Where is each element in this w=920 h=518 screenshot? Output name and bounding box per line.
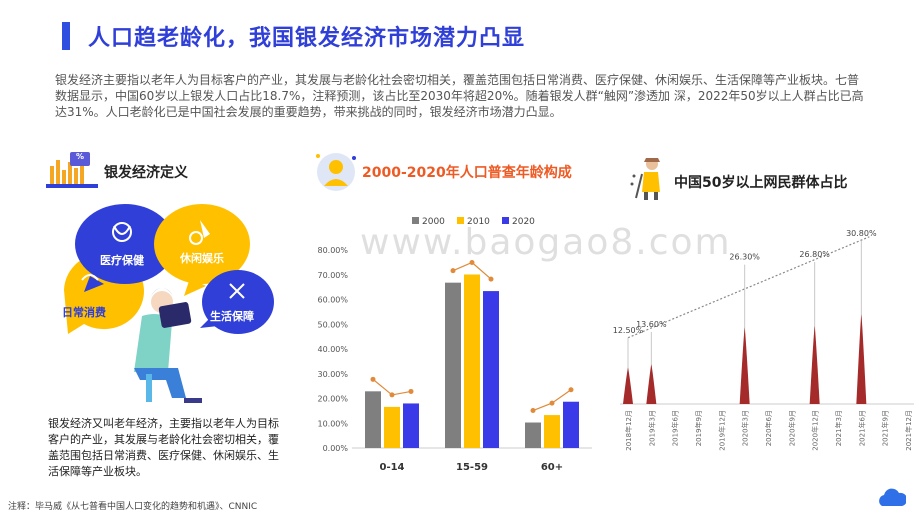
data-label: 30.80%	[846, 229, 877, 238]
data-label: 12.50%	[613, 326, 644, 335]
x-tick-label: 2019年9月	[694, 410, 703, 446]
intro-paragraph: 银发经济主要指以老年人为目标客户的产业，其发展与老龄化社会密切相关，覆盖范围包括…	[55, 73, 864, 119]
bar	[544, 415, 560, 448]
trend-point	[408, 388, 414, 394]
bar	[403, 403, 419, 448]
legend-swatch	[502, 217, 509, 224]
legend-label: 2020	[512, 217, 535, 227]
silver-economy-illustration	[64, 204, 274, 403]
x-tick-label: 2018年12月	[624, 410, 633, 451]
y-tick-label: 40.00%	[317, 345, 348, 354]
trend-point	[549, 400, 555, 406]
spike	[623, 367, 633, 404]
bar	[365, 391, 381, 448]
category-label: 15-59	[456, 462, 488, 473]
trend-point	[370, 376, 376, 382]
cloud-logo-icon	[879, 488, 906, 506]
x-tick-label: 2021年6月	[857, 410, 866, 446]
elderly-person-icon	[630, 158, 660, 200]
y-tick-label: 20.00%	[317, 395, 348, 404]
y-tick-label: 80.00%	[317, 246, 348, 255]
left-section-title: 银发经济定义	[104, 165, 188, 181]
trend-point	[530, 408, 536, 414]
x-tick-label: 2020年9月	[787, 410, 796, 446]
legend-label: 2000	[422, 217, 445, 227]
category-label: 60+	[541, 462, 563, 473]
legend-swatch	[457, 217, 464, 224]
trend-point	[568, 387, 574, 393]
y-tick-label: 0.00%	[323, 444, 349, 453]
x-tick-label: 2019年3月	[647, 410, 656, 446]
bar	[483, 291, 499, 448]
x-tick-label: 2020年12月	[811, 410, 820, 451]
bubble-medical: 医疗保健	[100, 254, 144, 267]
bubble-leisure: 休闲娱乐	[180, 252, 224, 265]
y-tick-label: 70.00%	[317, 271, 348, 280]
y-tick-label: 30.00%	[317, 370, 348, 379]
x-tick-label: 2021年3月	[834, 410, 843, 446]
age-structure-bar-chart: 2000 2010 2020 0.00% 10.00% 20.00% 30.00% 40.00…	[317, 217, 592, 473]
percent-badge: %	[75, 152, 84, 161]
footnote: 注释：毕马威《从七普看中国人口变化的趋势和机遇》、CNNIC	[8, 502, 258, 512]
bar	[464, 274, 480, 448]
x-tick-label: 2021年12月	[904, 410, 913, 451]
bubble-security: 生活保障	[210, 310, 254, 323]
spike	[646, 364, 657, 404]
trend-point	[389, 392, 395, 398]
x-tick-label: 2020年6月	[764, 410, 773, 446]
legend-swatch	[412, 217, 419, 224]
spike	[856, 314, 867, 404]
category-label: 0-14	[379, 462, 404, 473]
chart-bars-icon	[46, 152, 98, 188]
person-avatar-icon	[316, 153, 356, 191]
bar	[384, 406, 400, 448]
bar	[525, 422, 541, 448]
bubble-consumption: 日常消费	[62, 306, 106, 319]
watermark: www.baogao8.com	[360, 222, 732, 263]
netizen-share-chart: 12.50%13.60% 26.30% 26.80% 30.80% 2018年12月 20…	[613, 229, 914, 451]
x-tick-label: 2021年9月	[881, 410, 890, 446]
y-tick-label: 60.00%	[317, 296, 348, 305]
trend-point	[488, 276, 494, 282]
x-tick-label: 2020年3月	[741, 410, 750, 446]
spike	[809, 325, 820, 404]
bar	[563, 401, 579, 448]
x-tick-label: 2019年6月	[671, 410, 680, 446]
data-label: 13.60%	[636, 320, 667, 329]
y-tick-label: 10.00%	[317, 419, 348, 428]
data-label: 26.30%	[729, 253, 760, 262]
legend-label: 2010	[467, 217, 490, 227]
y-tick-label: 50.00%	[317, 320, 348, 329]
trend-point	[450, 268, 456, 274]
trend-point	[469, 260, 475, 266]
x-tick-label: 2019年12月	[717, 410, 726, 451]
spike	[739, 327, 750, 404]
definition-text: 银发经济又叫老年经济，主要指以老年人为目标客户的产业，其发展与老龄化社会密切相关…	[48, 417, 279, 478]
data-label: 26.80%	[799, 250, 830, 259]
bar	[445, 282, 461, 448]
right-section-title: 中国50岁以上网民群体占比	[674, 175, 848, 191]
title-accent-bar	[62, 22, 70, 50]
page-title: 人口趋老龄化，我国银发经济市场潜力凸显	[88, 26, 526, 51]
middle-section-title: 2000-2020年人口普查年龄构成	[362, 165, 572, 181]
